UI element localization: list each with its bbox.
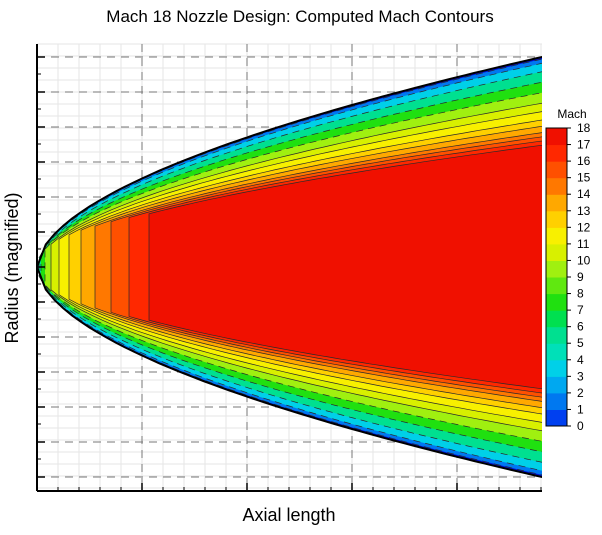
colorbar-cell-2 <box>546 376 567 394</box>
colorbar-cell-13 <box>546 194 567 212</box>
colorbar-tick-label: 16 <box>577 154 591 168</box>
colorbar-tick-label: 15 <box>577 171 591 185</box>
colorbar-cell-11 <box>546 227 567 245</box>
contour-line-10 <box>44 92 542 442</box>
colorbar-tick-label: 4 <box>577 353 584 367</box>
contour-lines <box>37 55 542 479</box>
colorbar-cell-6 <box>546 310 567 328</box>
colorbar-cell-12 <box>546 210 567 228</box>
contour-line-8 <box>40 81 542 453</box>
chart-title: Mach 18 Nozzle Design: Computed Mach Con… <box>106 7 493 26</box>
colorbar-cell-9 <box>546 260 567 278</box>
colorbar-cell-1 <box>546 392 567 410</box>
plot-area <box>36 43 542 492</box>
colorbar-cell-7 <box>546 293 567 311</box>
colorbar-tick-label: 6 <box>577 320 584 334</box>
contour-line-14 <box>80 125 542 409</box>
colorbar-cell-16 <box>546 144 567 162</box>
colorbar-cell-14 <box>546 177 567 195</box>
colorbar-tick-label: 5 <box>577 336 584 350</box>
colorbar-cell-17 <box>546 128 567 146</box>
colorbar-tick-label: 18 <box>577 121 591 135</box>
colorbar-tick-label: 8 <box>577 287 584 301</box>
colorbar-tick-label: 7 <box>577 303 584 317</box>
contour-line-15 <box>94 132 542 402</box>
contour-line-17 <box>128 140 542 394</box>
contour-line-4 <box>37 62 542 472</box>
colorbar-title: Mach <box>557 107 586 121</box>
contour-line-18 <box>148 144 542 390</box>
contour-line-13 <box>68 119 542 415</box>
contour-line-16 <box>110 136 542 398</box>
colorbar-cell-4 <box>546 343 567 361</box>
mach-field <box>37 56 542 478</box>
nozzle-wall-line <box>37 55 542 479</box>
colorbar-tick-label: 2 <box>577 386 584 400</box>
colorbar-tick-label: 17 <box>577 138 591 152</box>
colorbar-cell-3 <box>546 359 567 377</box>
contour-line-2 <box>37 58 542 476</box>
contour-line-6 <box>38 71 542 463</box>
contour-line-12 <box>58 111 542 423</box>
colorbar-cell-15 <box>546 161 567 179</box>
y-axis-label: Radius (magnified) <box>2 192 22 343</box>
colorbar-tick-label: 13 <box>577 204 591 218</box>
mach-band-18 <box>149 145 542 389</box>
x-axis-label: Axial length <box>242 505 335 525</box>
colorbar-tick-label: 12 <box>577 220 591 234</box>
colorbar-tick-label: 3 <box>577 369 584 383</box>
colorbar-cell-8 <box>546 277 567 295</box>
colorbar-cells <box>545 127 568 427</box>
colorbar-tick-label: 0 <box>577 419 584 433</box>
plot-frame <box>36 44 542 492</box>
colorbar-tick-label: 1 <box>577 402 584 416</box>
colorbar-tick-label: 10 <box>577 253 591 267</box>
colorbar-tick-label: 14 <box>577 187 591 201</box>
colorbar-cell-5 <box>546 326 567 344</box>
colorbar-tick-label: 9 <box>577 270 584 284</box>
contour-line-11 <box>50 102 542 432</box>
colorbar-cell-0 <box>546 409 567 427</box>
colorbar-cell-10 <box>546 243 567 261</box>
colorbar-tick-label: 11 <box>577 237 590 251</box>
